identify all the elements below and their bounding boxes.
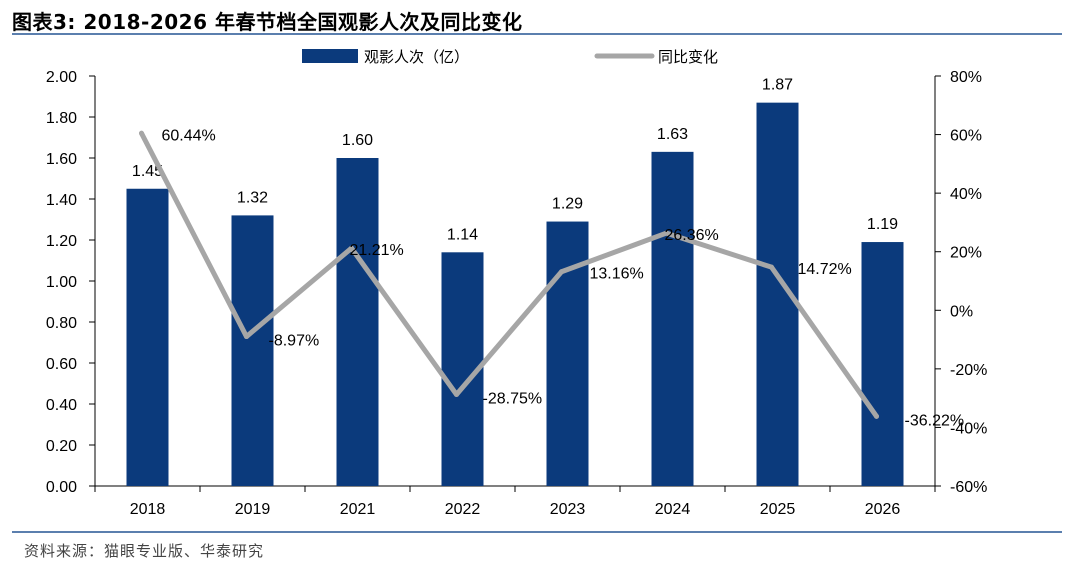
bar-value-label: 1.63	[657, 126, 688, 143]
yoy-value-label: -28.75%	[483, 390, 543, 407]
yoy-value-label: 21.21%	[350, 242, 404, 259]
y-right-tick-label: 0%	[950, 303, 973, 320]
legend-bar-swatch	[302, 49, 358, 63]
y-left-tick-label: 0.80	[46, 315, 77, 332]
title-divider	[12, 33, 1062, 35]
x-tick-label: 2018	[130, 501, 166, 518]
legend-line-label: 同比变化	[658, 49, 718, 66]
bar-value-label: 1.45	[132, 163, 163, 180]
yoy-point	[874, 413, 879, 419]
bar	[861, 242, 904, 486]
bar-value-label: 1.32	[237, 189, 268, 206]
y-right-tick-label: -20%	[950, 362, 987, 379]
bar	[651, 151, 694, 486]
yoy-point	[349, 245, 354, 251]
yoy-point	[664, 230, 669, 236]
yoy-value-label: -8.97%	[269, 333, 320, 350]
yoy-line	[139, 130, 879, 419]
bar	[126, 188, 169, 486]
x-tick-label: 2022	[445, 501, 481, 518]
y-left-tick-label: 0.20	[46, 438, 77, 455]
y-right-tick-label: -40%	[950, 420, 987, 437]
y-left-tick-label: 2.00	[46, 69, 77, 86]
y-right-tick-label: 60%	[950, 128, 982, 145]
y-left-tick-label: 1.00	[46, 274, 77, 291]
x-tick-label: 2024	[655, 501, 691, 518]
yoy-point	[244, 334, 249, 340]
y-right-tick-label: 40%	[950, 186, 982, 203]
yoy-value-label: -36.22%	[905, 412, 965, 429]
footer-divider	[12, 531, 1062, 533]
chart-title: 图表3: 2018-2026 年春节档全国观影人次及同比变化	[12, 10, 523, 34]
x-tick-label: 2021	[340, 501, 376, 518]
yoy-value-label: 60.44%	[162, 127, 216, 144]
y-left-tick-label: 0.60	[46, 356, 77, 373]
y-left-tick-label: 1.40	[46, 192, 77, 209]
yoy-point	[559, 269, 564, 275]
yoy-point	[769, 264, 774, 270]
bar-value-label: 1.87	[762, 77, 793, 94]
bar-value-label: 1.60	[342, 132, 373, 149]
y-left-tick-label: 0.00	[46, 479, 77, 496]
yoy-point	[139, 130, 144, 136]
x-tick-label: 2025	[760, 501, 796, 518]
source-note: 资料来源：猫眼专业版、华泰研究	[24, 542, 265, 560]
bar-value-label: 1.14	[447, 226, 478, 243]
x-tick-label: 2019	[235, 501, 271, 518]
bar-value-label: 1.29	[552, 196, 583, 213]
y-left-tick-label: 1.60	[46, 151, 77, 168]
y-left-tick-label: 1.80	[46, 110, 77, 127]
bar	[231, 215, 274, 486]
legend-bar-label: 观影人次（亿）	[364, 49, 469, 66]
yoy-point	[454, 391, 459, 397]
y-right-tick-label: 80%	[950, 69, 982, 86]
y-left-tick-label: 1.20	[46, 233, 77, 250]
x-tick-label: 2026	[865, 501, 901, 518]
y-right-tick-label: -60%	[950, 479, 987, 496]
y-right-tick-label: 20%	[950, 245, 982, 262]
x-tick-label: 2023	[550, 501, 586, 518]
yoy-value-label: 26.36%	[665, 227, 719, 244]
yoy-value-label: 14.72%	[798, 261, 852, 278]
yoy-value-label: 13.16%	[590, 266, 644, 283]
bar	[336, 158, 379, 486]
bar	[546, 221, 589, 487]
bar-value-label: 1.19	[867, 216, 898, 233]
y-left-tick-label: 0.40	[46, 397, 77, 414]
